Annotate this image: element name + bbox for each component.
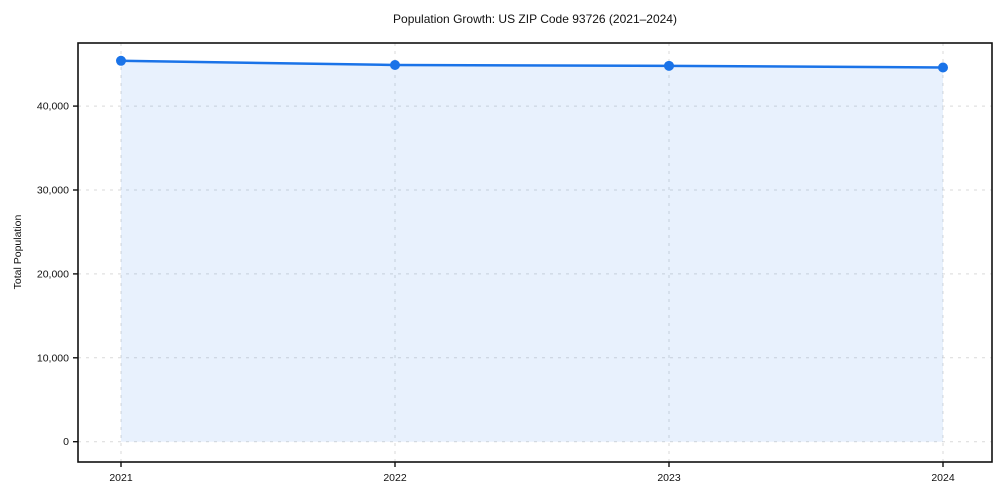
data-line (119, 59, 945, 69)
x-tick-label: 2023 (657, 472, 681, 484)
area-fill (121, 60, 943, 442)
y-tick-label: 0 (63, 436, 69, 448)
x-tick-label: 2021 (109, 472, 133, 484)
x-tick-label: 2022 (383, 472, 407, 484)
data-point (664, 60, 674, 71)
y-tick-label: 20,000 (37, 268, 69, 280)
data-point (938, 62, 948, 73)
y-tick-label: 30,000 (37, 184, 69, 196)
y-tick-label: 10,000 (37, 352, 69, 364)
x-tick-label: 2024 (931, 472, 955, 484)
plot-border (77, 42, 993, 463)
y-tick-label: 40,000 (37, 101, 69, 113)
y-axis-label: Total Population (12, 214, 24, 290)
data-point (116, 55, 126, 66)
data-point (390, 59, 400, 70)
chart-title: Population Growth: US ZIP Code 93726 (20… (393, 12, 677, 26)
